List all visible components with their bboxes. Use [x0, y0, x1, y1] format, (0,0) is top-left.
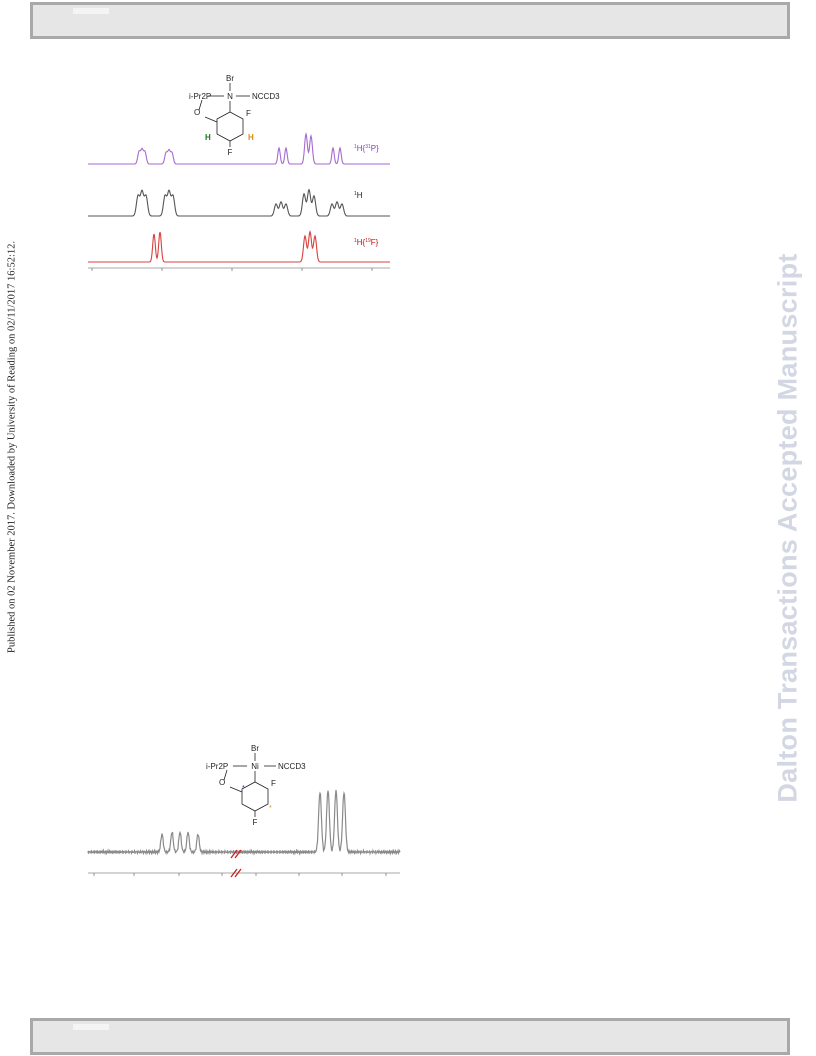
bottom-footer-bar	[30, 1018, 790, 1055]
ppm-axis-bottom	[88, 872, 400, 876]
fluorine-ortho-label: F	[246, 109, 251, 118]
footer-tab	[73, 1024, 109, 1030]
carbon-spectrum-trace	[87, 789, 401, 856]
ligand-label-bottom: i-Pr2P	[206, 762, 228, 771]
solvent-label-bottom: NCCD3	[278, 762, 306, 771]
nmr-figure-top-svg: Br i-Pr2P N NCCD3 O F F H H 1H{31P} 1H 1…	[88, 74, 390, 271]
carbon-spectrum-line	[87, 789, 401, 856]
solvent-label: NCCD3	[252, 92, 280, 101]
oxygen-label-bottom: O	[219, 778, 225, 787]
header-tab	[73, 8, 109, 14]
center-atom-label: N	[227, 92, 233, 101]
watermark-text: Dalton Transactions Accepted Manuscript	[772, 253, 803, 803]
fluorine-para-label: F	[228, 148, 233, 157]
spectrum-trace-2	[88, 188, 390, 217]
h-right-label: H	[248, 133, 254, 142]
br-label-bottom: Br	[251, 744, 259, 753]
spectra-traces	[88, 131, 390, 263]
h-left-label: H	[205, 133, 211, 142]
ppm-axis-top	[88, 267, 390, 271]
structure-top	[198, 83, 250, 147]
nmr-figure-bottom-svg: Br i-Pr2P Ni NCCD3 O F F * *	[87, 744, 401, 878]
star-right-label: *	[269, 805, 272, 812]
fluorine-para-label-bottom: F	[253, 818, 258, 827]
oxygen-label: O	[194, 108, 200, 117]
trace-label-f-decoupled: 1H{19F}	[354, 238, 379, 247]
spectrum-trace-1	[88, 131, 390, 165]
trace-label-p-decoupled: 1H{31P}	[354, 144, 379, 153]
fluorine-ortho-label-bottom: F	[271, 779, 276, 788]
nmr-figure-bottom: Br i-Pr2P Ni NCCD3 O F F * *	[84, 740, 404, 885]
download-notice-text: Published on 02 November 2017. Downloade…	[6, 241, 18, 653]
br-label: Br	[226, 74, 234, 83]
top-header-bar	[30, 2, 790, 39]
trace-label-h: 1H	[354, 191, 363, 200]
ligand-label: i-Pr2P	[189, 92, 211, 101]
spectrum-trace-3	[88, 230, 390, 263]
nmr-figure-top: Br i-Pr2P N NCCD3 O F F H H 1H{31P} 1H 1…	[84, 70, 394, 280]
star-left-label: *	[242, 785, 245, 792]
structure-bottom	[223, 753, 276, 817]
metal-label: Ni	[251, 762, 259, 771]
